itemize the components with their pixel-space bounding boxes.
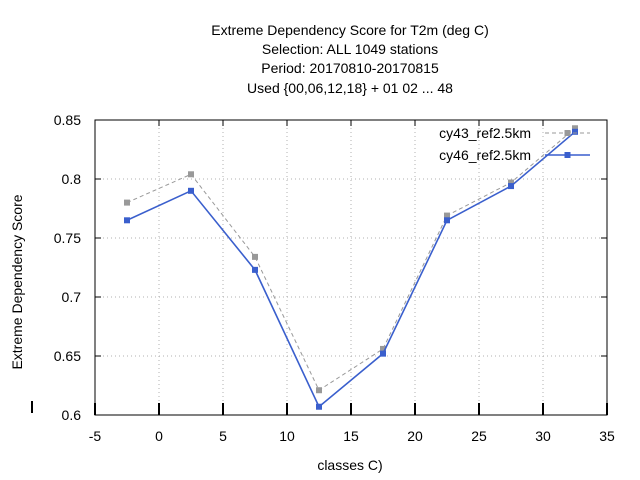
x-tick-label: 30 — [535, 428, 551, 444]
data-point — [124, 217, 130, 224]
data-point — [124, 199, 130, 206]
x-axis-label: classes C) — [317, 457, 382, 473]
x-tick-label: 5 — [219, 428, 227, 444]
x-tick-label: 20 — [407, 428, 423, 444]
x-tick-label: 35 — [599, 428, 615, 444]
series-cy46_ref2.5km — [124, 128, 578, 410]
data-point — [508, 179, 514, 186]
y-axis-label: Extreme Dependency Score — [9, 194, 25, 369]
legend-label: cy43_ref2.5km — [439, 125, 531, 141]
data-point — [188, 187, 194, 194]
title-line-2: Selection: ALL 1049 stations — [261, 41, 439, 57]
y-tick-label: 0.6 — [62, 407, 82, 423]
data-point — [444, 217, 450, 224]
x-tick-label: 10 — [279, 428, 295, 444]
data-series — [124, 125, 578, 410]
legend-label: cy46_ref2.5km — [439, 147, 531, 163]
grid — [95, 120, 607, 415]
data-point — [380, 350, 386, 357]
data-point — [252, 253, 258, 260]
data-point — [316, 387, 322, 394]
x-tick-label: -5 — [89, 428, 102, 444]
data-point — [572, 125, 578, 132]
series-line — [126, 127, 576, 391]
axis-ticks: -5 0 5 10 15 20 25 30 35 0.6 0.65 0.7 0.75 0.8 0.85 — [54, 112, 615, 444]
y-tick-label: 0.75 — [54, 230, 81, 246]
title-line-4: Used {00,06,12,18} + 01 02 ... 48 — [247, 80, 453, 96]
title-line-1: Extreme Dependency Score for T2m (deg C) — [211, 22, 489, 38]
legend-swatch-marker — [564, 152, 571, 158]
data-point — [444, 212, 450, 219]
legend: cy43_ref2.5km cy46_ref2.5km — [439, 125, 590, 163]
title-line-3: Period: 20170810-20170815 — [261, 60, 439, 76]
x-tick-label: 25 — [471, 428, 487, 444]
data-point — [572, 128, 578, 135]
data-point — [252, 266, 258, 273]
x-tick-label: 0 — [155, 428, 163, 444]
series-line — [126, 131, 576, 409]
data-point — [380, 345, 386, 352]
data-point — [316, 403, 322, 410]
legend-swatch-marker — [564, 130, 571, 136]
data-point — [188, 171, 194, 178]
data-point — [508, 183, 514, 190]
series-cy43_ref2.5km — [124, 125, 578, 394]
y-tick-label: 0.65 — [54, 348, 81, 364]
y-tick-label: 0.7 — [62, 289, 82, 305]
y-tick-label: 0.8 — [62, 171, 82, 187]
y-tick-label: 0.85 — [54, 112, 81, 128]
x-tick-label: 15 — [343, 428, 359, 444]
